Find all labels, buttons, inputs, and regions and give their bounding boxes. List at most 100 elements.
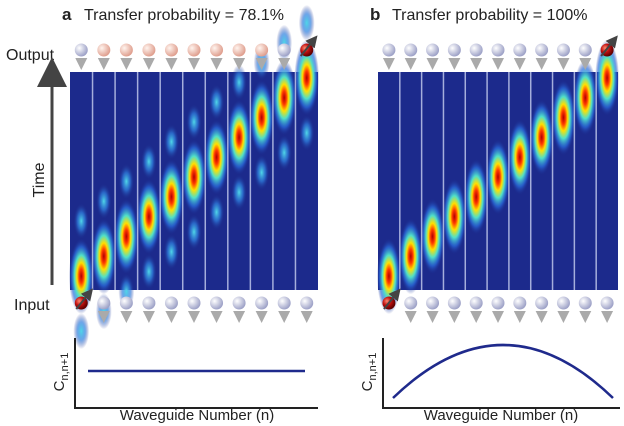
spin [578, 43, 592, 57]
spin [232, 296, 246, 310]
panel-label: b [370, 5, 380, 24]
spin [210, 296, 224, 310]
spin [210, 43, 224, 57]
spin [97, 296, 111, 310]
echo [73, 313, 90, 350]
spin [556, 296, 570, 310]
echo [298, 114, 315, 151]
panel-title: Transfer probability = 78.1% [84, 7, 284, 24]
spin [119, 43, 133, 57]
input-label: Input [14, 297, 50, 314]
spin-arrow [299, 35, 318, 57]
spin [164, 43, 178, 57]
spin [513, 43, 527, 57]
echo [186, 214, 202, 250]
spin [426, 43, 440, 57]
coupling-label: Cn,n+1 [359, 353, 379, 392]
panel-label: a [62, 5, 72, 24]
spin [535, 43, 549, 57]
echo [231, 64, 247, 101]
spin [469, 296, 483, 310]
wave-packet [226, 99, 252, 176]
wave-packet [486, 139, 510, 215]
wave-packet [464, 158, 489, 235]
spin [447, 296, 461, 310]
coupling-axes [74, 338, 318, 409]
spin-arrow [383, 288, 401, 310]
spin [600, 296, 614, 310]
coupling-symbol: C [359, 380, 376, 391]
echo [186, 104, 202, 140]
spin [556, 43, 570, 57]
output-label: Output [6, 47, 55, 64]
echo [163, 233, 180, 270]
x-axis-label: Waveguide Number (n) [424, 407, 579, 424]
spin [164, 296, 178, 310]
wave-packet [507, 119, 532, 196]
wave-packet [551, 79, 576, 156]
spin [469, 43, 483, 57]
panel-title: Transfer probability = 100% [392, 7, 588, 24]
x-axis-label: Waveguide Number (n) [120, 407, 275, 424]
spin [277, 296, 291, 310]
echo [141, 143, 157, 180]
spin-arrow [75, 288, 94, 310]
spin [119, 296, 133, 310]
spin [404, 43, 418, 57]
wave-packet [271, 59, 297, 136]
coupling-label: Cn,n+1 [51, 353, 71, 392]
coupling-subscript: n,n+1 [367, 353, 379, 381]
spin [404, 296, 418, 310]
wave-packet [294, 39, 320, 116]
wave-packet [136, 178, 162, 255]
spins [74, 35, 618, 323]
spin [187, 296, 201, 310]
wave-packet [442, 178, 467, 255]
spin [578, 296, 592, 310]
spin [382, 43, 396, 57]
wave-packet [91, 218, 117, 295]
spin [277, 43, 291, 57]
echo [73, 203, 90, 240]
wave-packet [181, 139, 207, 215]
wave-packet [159, 158, 184, 235]
echo [231, 174, 247, 211]
echo [253, 154, 270, 191]
spin-arrow [600, 35, 618, 57]
echo [298, 4, 315, 41]
spin [535, 296, 549, 310]
coupling-axes [382, 338, 620, 409]
coupling-symbol: C [51, 380, 68, 391]
echo [208, 84, 225, 121]
echo [208, 194, 225, 231]
spin [187, 43, 201, 57]
spin [97, 43, 111, 57]
wave-packet [529, 99, 554, 176]
spin [447, 43, 461, 57]
wave-packet [420, 198, 445, 275]
spin [232, 43, 246, 57]
echo [163, 123, 180, 160]
spin [142, 43, 156, 57]
wave-packet [398, 218, 423, 295]
spin [426, 296, 440, 310]
spin [255, 43, 269, 57]
echo [95, 183, 112, 220]
wave-packet [573, 59, 598, 136]
wave-packet [249, 79, 275, 156]
time-label: Time [31, 162, 48, 197]
spin [255, 296, 269, 310]
coupling-curve [392, 343, 614, 399]
spin [491, 43, 505, 57]
wave-packet [204, 119, 229, 196]
echo [118, 163, 135, 200]
spin [491, 296, 505, 310]
wave-packet [595, 39, 620, 116]
spin [300, 296, 314, 310]
spin [513, 296, 527, 310]
coupling-subscript: n,n+1 [59, 353, 71, 381]
echo [141, 253, 157, 290]
spin [74, 43, 88, 57]
echo [276, 134, 293, 171]
